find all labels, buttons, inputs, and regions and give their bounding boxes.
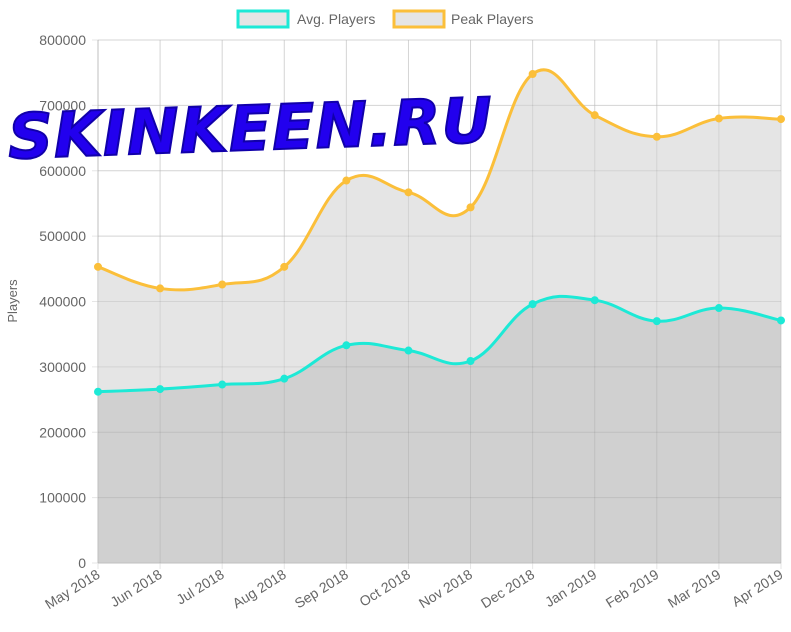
y-axis-ticks: 0 100000 200000 300000 400000 500000 600000 700… (39, 32, 86, 571)
point-peak-players (777, 115, 785, 124)
x-tick-label: Nov 2018 (416, 566, 475, 611)
y-tick-label: 100000 (39, 490, 86, 506)
point-avg-players (777, 316, 785, 325)
point-peak-players (404, 188, 413, 197)
point-avg-players (590, 296, 599, 305)
y-tick-label: 0 (78, 555, 86, 571)
x-tick-label: Jun 2018 (107, 566, 165, 610)
point-avg-players (342, 341, 351, 350)
point-peak-players (94, 262, 102, 271)
legend-swatch-avg-players (236, 9, 290, 29)
y-tick-label: 200000 (39, 424, 86, 440)
area-avg-players (98, 296, 781, 563)
legend: Avg. Players Peak Players (236, 9, 533, 29)
x-tick-label: Apr 2019 (729, 566, 786, 610)
point-peak-players (342, 176, 351, 185)
y-tick-label: 600000 (39, 163, 86, 179)
point-peak-players (528, 69, 537, 78)
point-peak-players (652, 132, 661, 141)
point-avg-players (528, 300, 537, 309)
legend-label-avg-players: Avg. Players (297, 11, 375, 27)
legend-label-peak-players: Peak Players (451, 11, 533, 27)
point-avg-players (94, 387, 102, 396)
x-tick-label: Dec 2018 (478, 566, 537, 611)
point-avg-players (466, 356, 475, 365)
y-tick-label: 500000 (39, 228, 86, 244)
point-peak-players (466, 203, 475, 212)
point-peak-players (156, 284, 165, 293)
point-avg-players (218, 380, 227, 389)
y-tick-label: 800000 (39, 32, 86, 48)
x-tick-label: Aug 2018 (230, 566, 289, 611)
x-tick-label: Feb 2019 (603, 566, 662, 611)
point-peak-players (590, 111, 599, 120)
x-axis-ticks: May 2018 Jun 2018 Jul 2018 Aug 2018 Sep 2018… (42, 566, 786, 612)
x-tick-label: Mar 2019 (665, 566, 724, 611)
x-tick-label: Jan 2019 (542, 566, 600, 610)
point-avg-players (652, 317, 661, 326)
y-axis-title: Players (5, 279, 20, 323)
point-peak-players (218, 280, 227, 289)
point-avg-players (404, 346, 413, 355)
point-avg-players (714, 304, 723, 313)
y-tick-label: 400000 (39, 294, 86, 310)
y-tick-label: 300000 (39, 359, 86, 375)
point-peak-players (714, 114, 723, 123)
x-tick-label: Oct 2018 (356, 566, 413, 610)
legend-swatch-peak-players (392, 9, 446, 29)
x-tick-label: Sep 2018 (292, 566, 351, 611)
x-tick-label: Jul 2018 (173, 566, 227, 608)
point-avg-players (156, 385, 165, 394)
series-points (94, 69, 785, 396)
x-tick-label: May 2018 (42, 566, 103, 612)
series-areas (97, 39, 782, 564)
point-avg-players (280, 374, 289, 383)
point-peak-players (280, 262, 289, 271)
y-tick-label: 700000 (39, 97, 86, 113)
